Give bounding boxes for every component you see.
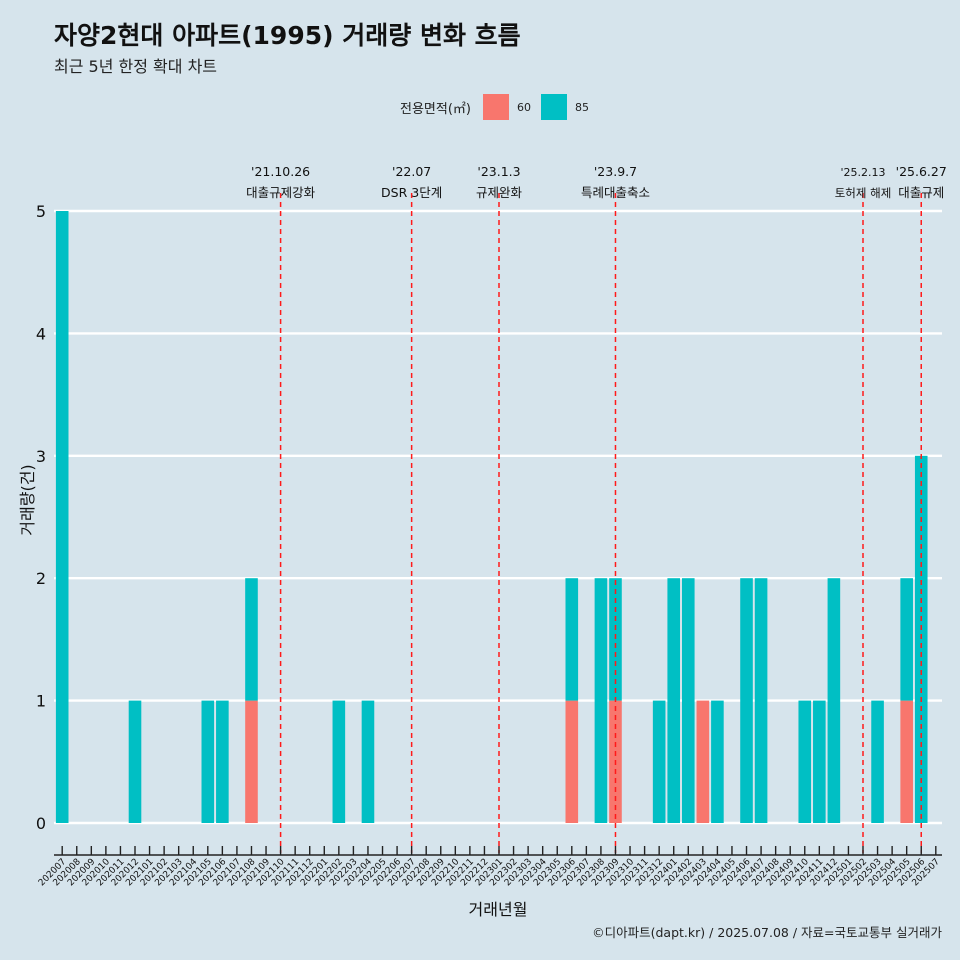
chart-subtitle: 최근 5년 한정 확대 차트 xyxy=(54,57,218,76)
event-date: '25.6.27 xyxy=(896,164,947,179)
bar-85-202106 xyxy=(216,700,229,823)
event-markers: '21.10.26 대출규제강화 '22.07 DSR 3단계 '23.1.3 규제완화 '… xyxy=(246,164,947,853)
legend-title: 전용면적(㎡) xyxy=(400,101,471,117)
bar-85-202506 xyxy=(914,455,928,823)
event-date: '25.2.13 xyxy=(840,166,885,179)
bar-85-202505 xyxy=(900,578,913,701)
bar-85-202412 xyxy=(827,578,841,823)
bar-85-202202 xyxy=(332,700,346,823)
event-label: 대출규제강화 xyxy=(246,185,316,200)
event-label: 토허제 해제 xyxy=(835,186,892,200)
bar-60-202505 xyxy=(900,700,913,823)
bar-85-202309 xyxy=(609,578,622,701)
legend-label-60: 60 xyxy=(516,100,531,114)
bar-60-202306 xyxy=(565,700,579,823)
bar-85-202308 xyxy=(594,578,608,823)
bar-85-202105 xyxy=(201,700,215,823)
y-tick-label: 3 xyxy=(36,447,46,466)
bar-85-202407 xyxy=(754,578,768,823)
bar-85-202402 xyxy=(681,578,695,823)
bar-85-202411 xyxy=(813,700,826,823)
event-label: 대출규제 xyxy=(898,185,944,200)
x-axis-title: 거래년월 xyxy=(469,900,528,919)
bar-85-202204 xyxy=(361,700,375,823)
event-date: '23.9.7 xyxy=(594,164,637,179)
bar-85-202410 xyxy=(798,700,812,823)
y-tick-label: 2 xyxy=(36,569,46,588)
event-date: '22.07 xyxy=(392,164,431,179)
bar-60-202403 xyxy=(696,700,710,823)
bar-85-202108 xyxy=(245,578,258,701)
bar-85-202406 xyxy=(740,578,753,823)
bars xyxy=(55,211,928,823)
bar-85-202312 xyxy=(652,700,666,823)
y-axis-title: 거래량(건) xyxy=(18,464,37,535)
legend-swatch-85 xyxy=(540,94,567,120)
source-caption: ©디아파트(dapt.kr) / 2025.07.08 / 자료=국토교통부 실… xyxy=(592,925,942,940)
y-tick-label: 1 xyxy=(36,692,46,711)
grid-lines xyxy=(54,209,942,825)
y-tick-label: 4 xyxy=(36,324,46,343)
y-tick-label: 0 xyxy=(36,814,46,833)
bar-60-202108 xyxy=(245,700,258,823)
event-label: 규제완화 xyxy=(476,185,523,200)
legend: 전용면적(㎡) 60 85 xyxy=(400,94,599,120)
bar-85-202306 xyxy=(565,578,579,701)
bar-85-202401 xyxy=(667,578,681,823)
bar-85-202012 xyxy=(128,700,142,823)
y-tick-label: 5 xyxy=(36,202,46,221)
event-label: 특례대출축소 xyxy=(581,185,650,200)
legend-swatch-60 xyxy=(482,94,509,120)
event-label: DSR 3단계 xyxy=(381,185,442,200)
event-date: '23.1.3 xyxy=(477,164,520,179)
legend-label-85: 85 xyxy=(574,100,589,114)
event-date: '21.10.26 xyxy=(251,164,310,179)
bar-85-202404 xyxy=(711,700,724,823)
chart-title: 자양2현대 아파트(1995) 거래량 변화 흐름 xyxy=(54,21,521,50)
bar-85-202503 xyxy=(871,700,884,823)
bar-85-202007 xyxy=(55,211,69,823)
